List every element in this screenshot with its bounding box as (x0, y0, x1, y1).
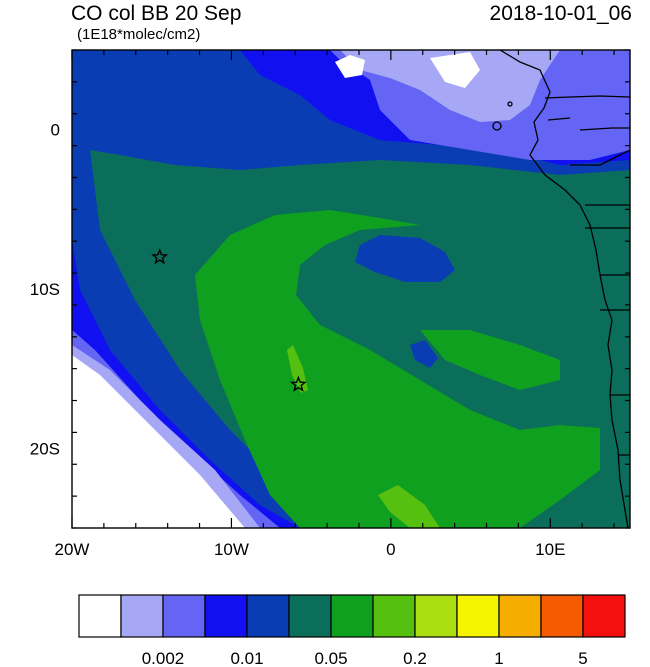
y-tick-label: 10S (30, 280, 60, 299)
colorbar-label: 5 (578, 649, 587, 667)
field-green-east (420, 330, 560, 390)
field-north-white (335, 52, 480, 88)
colorbar-box (498, 594, 542, 638)
field-north-light-blue (340, 50, 560, 122)
colorbar-box (288, 594, 332, 638)
colorbar-box (330, 594, 374, 638)
colorbar-box (456, 594, 500, 638)
plot-frame (71, 49, 631, 529)
field-lightgreen-streak (287, 345, 440, 528)
field-west-white (72, 355, 245, 528)
colorbar-label: 0.01 (230, 649, 263, 667)
field-eddy-blue-small (410, 340, 438, 368)
coastline (492, 50, 630, 528)
colorbar-box (204, 594, 248, 638)
x-tick-label: 10E (535, 540, 565, 559)
y-tick-label: 0 (51, 121, 60, 140)
colorbar-label: 0.002 (142, 649, 185, 667)
colorbar-label: 0.05 (314, 649, 347, 667)
colorbar-box (246, 594, 290, 638)
colorbar-labels: 0.002 0.01 0.05 0.2 1 5 (142, 649, 588, 667)
x-tick-label: 20W (55, 540, 90, 559)
site-markers (151, 248, 307, 392)
star-marker (151, 248, 169, 265)
colorbar-box (540, 594, 584, 638)
colorbar (78, 594, 626, 638)
x-tick-label: 10W (214, 540, 249, 559)
colorbar-box (582, 594, 626, 638)
colorbar-box (162, 594, 206, 638)
colorbar-box (414, 594, 458, 638)
x-tick-label: 0 (386, 540, 395, 559)
colorbar-label: 0.2 (403, 649, 427, 667)
island (507, 101, 513, 107)
border-lines (544, 95, 630, 456)
units-label: (1E18*molec/cm2) (77, 26, 201, 43)
axis-ticks (71, 49, 630, 529)
field-green-plume (195, 210, 600, 528)
y-tick-label: 20S (30, 439, 60, 458)
map-title: CO col BB 20 Sep (71, 2, 242, 25)
colorbar-label: 1 (494, 649, 503, 667)
colorbar-box (372, 594, 416, 638)
field-eddy-blue (355, 235, 455, 282)
map-field (72, 50, 630, 528)
colorbar-box (78, 594, 122, 638)
coastline-west-africa (499, 50, 629, 528)
timestamp: 2018-10-01_06 (489, 2, 632, 25)
island (492, 121, 502, 131)
star-marker (289, 375, 307, 392)
colorbar-box (120, 594, 164, 638)
axis-tick-labels: 20W 10W 0 10E 0 10S 20S (30, 121, 566, 559)
